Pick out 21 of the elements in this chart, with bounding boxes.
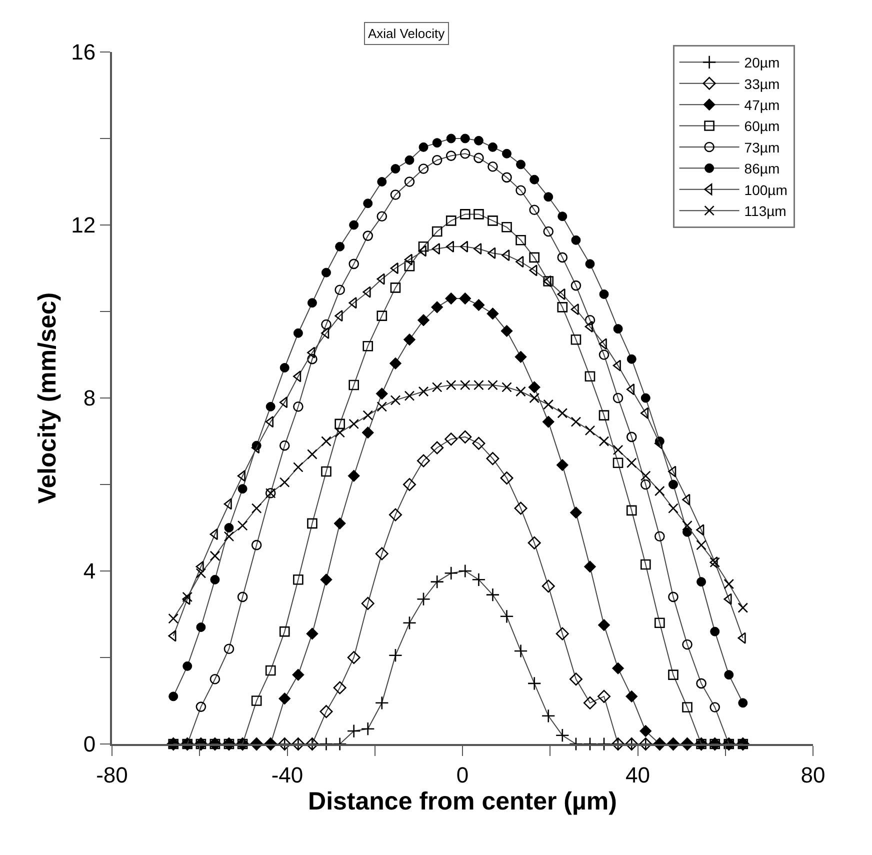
legend-label: 100µm [744,182,788,198]
x-tick-label: 80 [800,762,826,788]
legend-label: 86µm [744,160,780,177]
x-tick-label: -80 [96,762,128,788]
legend-label: 113µm [744,203,786,220]
chart-title: Axial Velocity [368,26,446,41]
legend-label: 20µm [744,54,780,71]
x-tick-label: 40 [626,762,650,788]
legend-label: 33µm [744,76,780,92]
y-tick-label: 16 [71,40,96,65]
y-tick-label: 12 [71,212,96,238]
x-tick-label: 0 [456,762,469,788]
x-tick-label: -40 [271,762,304,788]
y-tick-label: 0 [83,732,96,757]
legend-label: 60µm [744,118,780,134]
x-axis-title: Distance from center (µm) [308,787,617,816]
legend-label: 73µm [744,139,780,156]
y-tick-label: 8 [83,386,96,411]
legend-label: 47µm [744,97,780,114]
y-tick-label: 4 [83,558,96,584]
y-axis-title: Velocity (mm/sec) [33,292,62,504]
